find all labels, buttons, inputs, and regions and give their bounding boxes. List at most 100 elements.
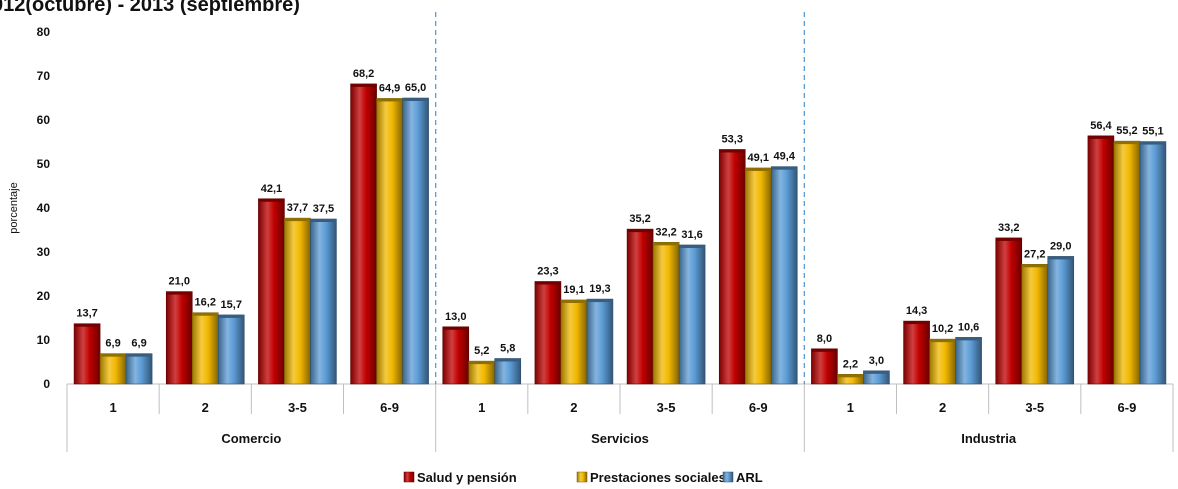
bar — [376, 98, 403, 385]
x-tick-label: 6-9 — [380, 400, 399, 415]
bar — [217, 314, 245, 385]
data-label: 8,0 — [817, 333, 832, 345]
legend-swatch — [722, 471, 734, 483]
data-label: 55,1 — [1142, 126, 1163, 138]
data-label: 29,0 — [1050, 240, 1071, 252]
bar-top-edge — [442, 326, 469, 330]
bar-top-edge — [1047, 256, 1074, 260]
x-tick-label: 1 — [847, 400, 854, 415]
legend-label: Salud y pensión — [417, 470, 517, 485]
bar-top-edge — [719, 149, 746, 153]
bar — [678, 244, 706, 385]
bar — [929, 338, 956, 385]
bar — [350, 83, 377, 385]
bar — [534, 281, 562, 385]
data-label: 55,2 — [1116, 125, 1137, 137]
x-tick-label: 3-5 — [657, 400, 676, 415]
bar — [560, 299, 588, 385]
data-label: 31,6 — [681, 229, 702, 241]
y-tick-label: 0 — [43, 377, 50, 391]
x-tick-label: 2 — [570, 400, 577, 415]
bar-top-edge — [494, 358, 521, 362]
legend-swatch — [576, 471, 588, 483]
bar-top-edge — [100, 353, 127, 357]
x-tick-label: 3-5 — [1025, 400, 1044, 415]
bar-top-edge — [350, 83, 377, 87]
data-labels: 13,7 21,0 42,1 68,2 13,0 23,3 35,2 53,3 8,0 14,3 3… — [76, 68, 1163, 370]
bar-top-edge — [1139, 141, 1166, 145]
bar-top-edge — [627, 229, 654, 233]
bar — [310, 218, 337, 385]
data-label: 49,1 — [748, 152, 769, 164]
bar-top-edge — [955, 337, 982, 341]
bar-top-edge — [258, 198, 285, 202]
legend: Salud y pensión Prestaciones sociales ARL — [403, 470, 763, 485]
y-tick-label: 50 — [37, 157, 51, 171]
data-label: 10,6 — [958, 321, 979, 333]
bar-top-edge — [126, 353, 153, 357]
x-tick-label: 3-5 — [288, 400, 307, 415]
bar — [1087, 135, 1115, 385]
data-label: 37,7 — [287, 202, 308, 214]
bar — [652, 242, 680, 385]
data-label: 49,4 — [774, 151, 796, 163]
bar-top-edge — [811, 348, 838, 352]
bars — [73, 83, 1167, 385]
x-tick-label: 1 — [109, 400, 116, 415]
data-label: 19,3 — [589, 283, 610, 295]
data-label: 3,0 — [869, 355, 884, 367]
data-label: 14,3 — [906, 305, 927, 317]
bar-top-edge — [995, 237, 1022, 241]
data-label: 5,8 — [500, 342, 515, 354]
bar — [1139, 141, 1167, 385]
data-label: 6,9 — [131, 338, 146, 350]
data-label: 37,5 — [313, 203, 334, 215]
group-label: Servicios — [591, 431, 649, 446]
bar — [191, 312, 219, 385]
data-label: 13,0 — [445, 311, 466, 323]
bar-top-edge — [745, 167, 772, 171]
data-label: 64,9 — [379, 82, 400, 94]
bar — [494, 358, 522, 385]
data-label: 33,2 — [998, 222, 1019, 234]
data-label: 13,7 — [76, 308, 97, 320]
data-label: 32,2 — [655, 226, 676, 238]
data-label: 15,7 — [221, 299, 242, 311]
bar — [955, 337, 982, 385]
bar — [586, 298, 614, 385]
legend-swatch — [403, 471, 415, 483]
bar — [125, 353, 153, 385]
bar-top-edge — [310, 219, 337, 222]
x-tick-label: 6-9 — [749, 400, 768, 415]
bar-top-edge — [166, 291, 193, 295]
y-tick-label: 10 — [37, 333, 51, 347]
bar-top-edge — [534, 281, 561, 285]
group-label: Comercio — [221, 431, 281, 446]
bar — [165, 291, 193, 385]
data-label: 42,1 — [261, 183, 282, 195]
bar-top-edge — [468, 361, 495, 365]
x-tick-label: 1 — [478, 400, 485, 415]
x-tick-label: 6-9 — [1118, 400, 1137, 415]
data-label: 21,0 — [169, 276, 190, 288]
bar — [995, 237, 1023, 385]
x-tick-label: 2 — [939, 400, 946, 415]
bar-top-edge — [1021, 264, 1048, 268]
bar-top-edge — [903, 321, 930, 325]
bar — [1113, 140, 1141, 385]
data-label: 10,2 — [932, 323, 953, 335]
y-tick-label: 60 — [37, 113, 51, 127]
data-label: 23,3 — [537, 265, 558, 277]
y-tick-label: 20 — [37, 289, 51, 303]
bar — [73, 323, 101, 385]
y-tick-label: 30 — [37, 245, 51, 259]
bar — [626, 228, 654, 385]
bar-top-edge — [192, 312, 219, 316]
bar — [1047, 256, 1075, 385]
bar — [284, 217, 311, 385]
group-label: Industria — [961, 431, 1017, 446]
data-label: 53,3 — [722, 133, 743, 145]
x-tick-label: 2 — [202, 400, 209, 415]
y-tick-label: 80 — [37, 25, 51, 39]
y-tick-label: 70 — [37, 69, 51, 83]
